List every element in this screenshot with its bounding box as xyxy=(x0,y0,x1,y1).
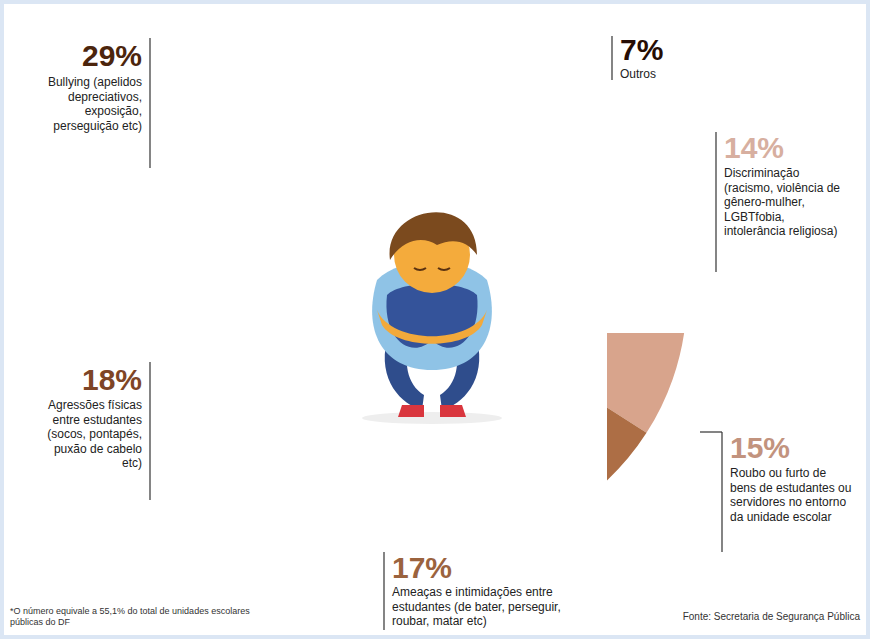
label-line: Agressões físicas xyxy=(48,398,142,412)
figure-shoes xyxy=(398,405,466,417)
label-line: roubar, matar etc) xyxy=(392,614,487,628)
figure-arms xyxy=(377,310,487,344)
label-line: (socos, pontapés, xyxy=(47,427,142,441)
figure-eyes xyxy=(414,268,450,270)
leader-line xyxy=(721,432,722,552)
label-line: gênero-mulher, xyxy=(724,195,805,209)
footnote: *O número equivale a 55,1% do total de u… xyxy=(10,606,250,627)
label-line: bens de estudantes ou xyxy=(730,481,851,495)
label-line: estudantes (de bater, perseguir, xyxy=(392,600,561,614)
donut xyxy=(607,333,687,550)
chart-svg: 7%Outros14%Discriminação(racismo, violên… xyxy=(0,0,870,639)
leader-line xyxy=(383,552,384,630)
source: Fonte: Secretaria de Segurança Pública xyxy=(683,611,861,622)
category-label: Ameaças e intimidações entreestudantes (… xyxy=(392,585,561,628)
panel-bg xyxy=(4,4,866,635)
frame-bg xyxy=(0,0,870,639)
leader-line xyxy=(149,38,150,168)
label-line: LGBTfobia, xyxy=(724,210,785,224)
label-line: *O número equivale a 55,1% do total de u… xyxy=(10,606,250,616)
label-line: puxão de cabelo xyxy=(54,442,142,456)
label-line: Roubo ou furto de xyxy=(730,466,826,480)
value-label: 15% xyxy=(730,431,790,464)
category-label: Discriminação(racismo, violência degêner… xyxy=(724,166,840,238)
label-line: etc) xyxy=(122,456,142,470)
labels: 7%Outros14%Discriminação(racismo, violên… xyxy=(47,33,851,630)
figure-shadow xyxy=(362,412,502,424)
leader-line xyxy=(715,132,716,272)
label-line: intolerância religiosa) xyxy=(724,224,837,238)
label-line: depreciativos, xyxy=(68,90,142,104)
label-line: Ameaças e intimidações entre xyxy=(392,585,553,599)
figure-hair xyxy=(390,212,477,260)
value-label: 7% xyxy=(620,33,663,66)
label-line: (racismo, violência de xyxy=(724,181,840,195)
label-line: da unidade escolar xyxy=(730,510,831,524)
value-label: 29% xyxy=(82,39,142,72)
value-label: 14% xyxy=(724,131,784,164)
category-label: Bullying (apelidosdepreciativos,exposiçã… xyxy=(48,75,142,133)
category-label: Outros xyxy=(620,67,656,81)
label-line: exposição, xyxy=(85,104,142,118)
category-label: Agressões físicasentre estudantes(socos,… xyxy=(47,398,142,470)
label-line: perseguição etc) xyxy=(53,119,142,133)
leader-line xyxy=(611,36,612,80)
value-label: 17% xyxy=(392,551,452,584)
label-line: públicas do DF xyxy=(10,617,71,627)
value-label: 18% xyxy=(82,363,142,396)
label-line: entre estudantes xyxy=(53,413,142,427)
child-figure xyxy=(362,212,502,424)
leader-stub xyxy=(700,431,722,432)
label-line: servidores no entorno xyxy=(730,495,846,509)
slice xyxy=(607,380,647,550)
leader-line xyxy=(149,362,150,500)
label-line: Bullying (apelidos xyxy=(48,75,142,89)
label-line: Outros xyxy=(620,67,656,81)
category-label: Roubo ou furto debens de estudantes ouse… xyxy=(730,466,851,524)
label-line: Discriminação xyxy=(724,166,800,180)
